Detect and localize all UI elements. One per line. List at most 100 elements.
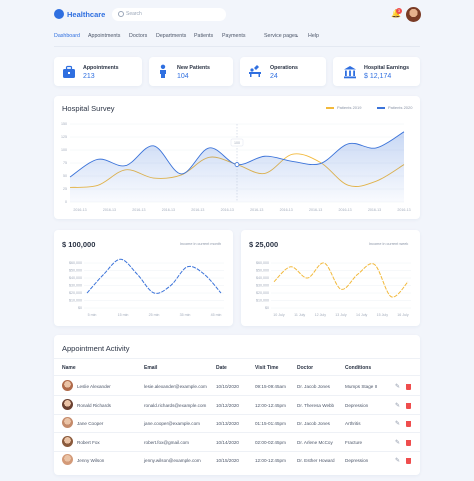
y-tick-label: $20,000 (256, 291, 269, 295)
x-tick-label: 2016-13 (368, 208, 381, 212)
edit-icon[interactable]: ✎ (395, 439, 401, 446)
series-line (86, 258, 222, 294)
notification-badge: 3 (396, 8, 402, 14)
edit-icon[interactable]: ✎ (395, 402, 401, 409)
x-tick-label: 2016-13 (397, 208, 410, 212)
divider (54, 450, 420, 452)
x-tick-label: 2016-13 (250, 208, 263, 212)
cell-visit-time: 09:15-09:45am (255, 384, 286, 389)
col-header-date[interactable]: Date (216, 365, 227, 371)
appointments-title: Appointment Activity (62, 344, 130, 353)
stat-card-new-patients[interactable]: New Patients 104 (149, 57, 233, 86)
cell-email: lesie.alexander@example.com (144, 384, 207, 389)
y-tick-label: $0 (78, 306, 82, 310)
bell-icon[interactable]: 🔔 (391, 9, 401, 18)
nav-payments[interactable]: Payments (222, 33, 246, 39)
stat-card-operations[interactable]: Operations 24 (240, 57, 326, 86)
y-tick-label: $0 (265, 306, 269, 310)
cell-date: 10/12/2020 (216, 402, 239, 408)
card-title: Hospital Survey (62, 104, 115, 113)
delete-icon[interactable] (406, 458, 411, 464)
cell-doctor: Dr. Arlene McCoy (297, 439, 333, 445)
delete-icon[interactable] (406, 439, 411, 446)
edit-icon[interactable]: ✎ (395, 458, 401, 464)
x-tick-label: 2016-13 (73, 208, 86, 212)
delete-icon[interactable] (406, 384, 411, 390)
divider (54, 375, 420, 376)
x-tick-label: 2016-13 (191, 208, 204, 212)
cell-email: ronald.richards@example.com (144, 402, 207, 408)
hover-point (234, 162, 240, 167)
stat-label: Hospital Earnings (364, 65, 410, 71)
stat-label: New Patients (177, 65, 210, 71)
app-name[interactable]: Healthcare (67, 10, 106, 19)
stat-value: $ 12,174 (364, 73, 392, 80)
cell-visit-time: 01:15-01:45pm (255, 421, 286, 426)
cell-name: Leslie Alexander (77, 384, 111, 389)
y-tick-label: $60,000 (256, 261, 269, 265)
avatar (62, 417, 73, 428)
hospital-survey-card: Hospital Survey Patients 2019 Patients 2… (54, 96, 420, 219)
x-tick-label: 14 July (356, 313, 368, 317)
stat-label: Appointments (83, 65, 119, 71)
nav-service-pages[interactable]: Service pages (264, 33, 298, 39)
tooltip-value: 100 (234, 141, 240, 145)
avatar (62, 435, 73, 447)
y-tick-label: $10,000 (256, 299, 269, 303)
legend-swatch-2019 (326, 107, 334, 109)
briefcase-icon (63, 65, 75, 78)
x-tick-label: 2016-13 (221, 208, 234, 212)
cell-condition: Mumps Stage II (345, 384, 378, 389)
x-tick-label: 5 min (88, 313, 97, 317)
y-tick-label: 100 (61, 148, 67, 152)
nav-dashboard[interactable]: Dashboard (54, 33, 80, 39)
col-header-name[interactable]: Name (62, 365, 76, 371)
nav-departments[interactable]: Departments (156, 33, 187, 39)
cell-doctor: Dr. Jacob Jones (297, 421, 330, 426)
y-tick-label: $30,000 (256, 284, 269, 288)
x-tick-label: 10 July (273, 313, 285, 317)
nav-divider (54, 46, 420, 47)
nav-doctors[interactable]: Doctors (129, 33, 148, 39)
cell-email: jenny.wilson@example.com (144, 458, 201, 463)
divider (54, 395, 420, 396)
cell-doctor: Dr. Theresa Webb (297, 402, 335, 408)
cell-date: 10/14/2020 (216, 439, 239, 445)
cell-name: Robert Fox (77, 439, 100, 445)
series-line (273, 262, 409, 298)
cell-visit-time: 12:00-12:45pm (255, 402, 286, 408)
x-tick-label: 35 min (180, 313, 191, 317)
stat-card-hospital-earnings[interactable]: Hospital Earnings $ 12,174 (333, 57, 420, 86)
col-header-email[interactable]: Email (144, 365, 158, 371)
search-placeholder: Search (126, 11, 142, 17)
chevron-down-icon[interactable]: ⌄ (295, 33, 300, 39)
avatar[interactable] (406, 7, 421, 22)
x-tick-label: 45 min (211, 313, 222, 317)
stat-card-appointments[interactable]: Appointments 213 (54, 57, 142, 86)
delete-icon[interactable] (406, 421, 411, 427)
y-tick-label: $20,000 (69, 291, 82, 295)
edit-icon[interactable]: ✎ (395, 421, 401, 427)
x-tick-label: 15 min (118, 313, 129, 317)
y-tick-label: 75 (63, 161, 67, 165)
y-tick-label: 125 (61, 135, 67, 139)
col-header-doctor[interactable]: Doctor (297, 365, 314, 371)
x-tick-label: 15 July (377, 313, 389, 317)
y-tick-label: $50,000 (69, 269, 82, 273)
nav-help[interactable]: Help (308, 33, 319, 39)
delete-icon[interactable] (406, 402, 411, 409)
income-caption: Income in current month (180, 242, 221, 246)
x-tick-label: 16 July (397, 313, 409, 317)
search-input[interactable] (112, 8, 226, 21)
cell-email: robert.fox@gmail.com (144, 439, 189, 445)
stat-value: 104 (177, 73, 189, 80)
y-tick-label: $60,000 (69, 261, 82, 265)
nav-appointments[interactable]: Appointments (88, 33, 121, 39)
nav-patients[interactable]: Patients (194, 33, 214, 39)
col-header-visit-time[interactable]: Visit Time (255, 365, 279, 371)
edit-icon[interactable]: ✎ (395, 384, 401, 390)
logo-icon[interactable] (54, 9, 64, 19)
col-header-conditions[interactable]: Conditions (345, 365, 372, 371)
survey-chart: 0 25 50 75 100 125 150 2016-13 2016-13 2016-13 201… (61, 122, 411, 212)
cell-visit-time: 02:00-02:45pm (255, 439, 286, 445)
